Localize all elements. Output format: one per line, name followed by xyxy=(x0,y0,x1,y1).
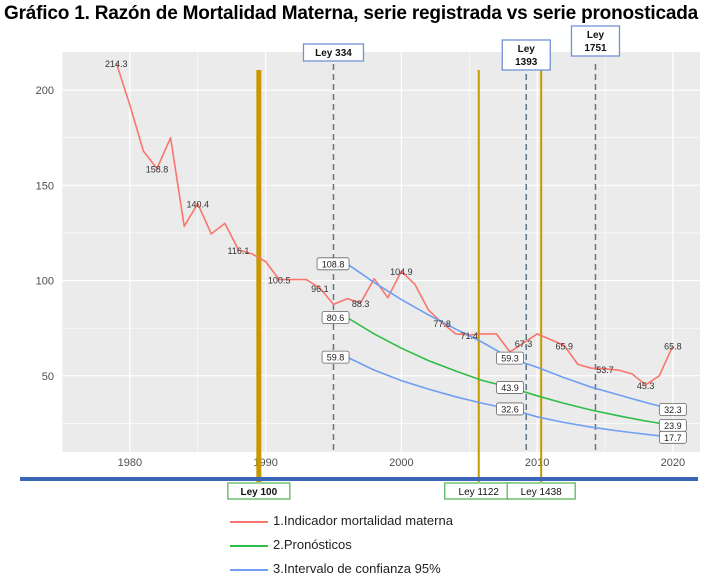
law-label: Ley 100 xyxy=(240,487,277,498)
boxed-data-label: 108.8 xyxy=(322,259,345,269)
data-label: 100.5 xyxy=(268,276,291,286)
x-tick-label: 1980 xyxy=(118,457,142,469)
legend-swatch-observed xyxy=(230,521,268,523)
boxed-data-label: 80.6 xyxy=(327,313,345,323)
legend-swatch-confidence xyxy=(230,569,268,571)
boxed-data-label: 32.6 xyxy=(501,404,519,414)
x-tick-label: 2000 xyxy=(389,457,413,469)
data-label: 88.3 xyxy=(352,299,370,309)
boxed-data-label-box xyxy=(658,403,687,416)
boxed-data-label-box xyxy=(496,351,524,365)
legend-label-forecast: 2.Pronósticos xyxy=(273,537,352,552)
boxed-data-label: 59.3 xyxy=(501,354,519,364)
data-label: 65.9 xyxy=(555,342,573,352)
y-tick-label: 100 xyxy=(36,276,54,288)
law-label: 1393 xyxy=(515,57,538,68)
boxed-data-label-box xyxy=(496,402,524,416)
boxed-data-label-box xyxy=(316,257,350,271)
boxed-data-label: 32.3 xyxy=(664,405,682,415)
legend-swatch-forecast xyxy=(230,545,268,547)
law-label: Ley xyxy=(518,44,536,55)
x-tick-label: 2020 xyxy=(661,457,685,469)
law-label-box xyxy=(501,39,551,71)
boxed-data-label-box xyxy=(321,350,350,364)
law-label-box xyxy=(506,482,576,500)
data-label: 45.3 xyxy=(637,381,655,391)
data-label: 53.7 xyxy=(596,365,614,375)
y-tick-label: 200 xyxy=(36,85,54,97)
law-label: Ley 1438 xyxy=(521,487,563,498)
y-tick-label: 50 xyxy=(42,371,54,383)
boxed-data-label: 23.9 xyxy=(664,421,682,431)
data-label: 214.3 xyxy=(105,59,128,69)
law-label: Ley xyxy=(587,30,605,41)
boxed-data-label-box xyxy=(321,311,350,324)
boxed-data-label-box xyxy=(496,381,524,394)
law-label-box xyxy=(302,43,365,62)
law-label: 1751 xyxy=(584,43,607,54)
chart-title: Gráfico 1. Razón de Mortalidad Materna, … xyxy=(4,3,698,24)
data-label: 96.1 xyxy=(311,284,329,294)
series-line-observed xyxy=(115,62,674,386)
boxed-data-label: 17.7 xyxy=(664,433,682,443)
boxed-data-label: 59.8 xyxy=(327,353,345,363)
law-label: Ley 334 xyxy=(315,48,352,59)
y-tick-label: 150 xyxy=(36,180,54,192)
data-label: 71.4 xyxy=(460,331,478,341)
data-label: 158.8 xyxy=(146,165,169,175)
data-label: 116.1 xyxy=(228,246,250,256)
boxed-data-label: 43.9 xyxy=(501,383,519,393)
law-label-box xyxy=(570,25,621,57)
law-label-box xyxy=(227,482,291,500)
data-label: 140.4 xyxy=(186,200,209,210)
boxed-data-label-box xyxy=(658,430,687,444)
data-label: 104.9 xyxy=(390,267,413,277)
legend-label-confidence: 3.Intervalo de confianza 95% xyxy=(273,561,441,576)
data-label: 77.8 xyxy=(433,319,451,329)
law-label: Ley 1122 xyxy=(459,487,500,498)
data-label: 67.3 xyxy=(515,339,533,349)
plot-panel xyxy=(62,52,700,452)
data-label: 65.8 xyxy=(664,342,682,352)
legend-label-observed: 1.Indicador mortalidad materna xyxy=(273,513,453,528)
x-tick-label: 2010 xyxy=(525,457,549,469)
